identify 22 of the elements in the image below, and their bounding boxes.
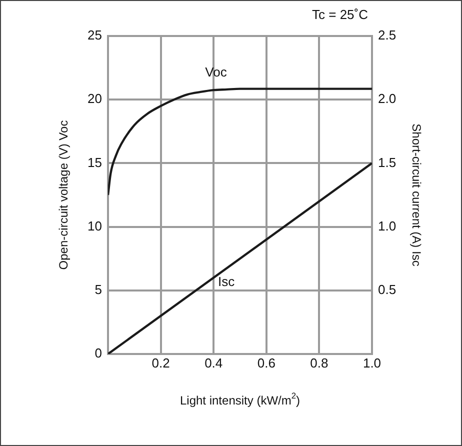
y-tick-label: 5 xyxy=(94,282,102,297)
y-tick-label: 10 xyxy=(88,218,102,234)
y-axis-title: Open-circuit voltage (V) Voc xyxy=(56,120,70,270)
x-tick-label: 1.0 xyxy=(362,355,382,370)
x-tick-label: 0.6 xyxy=(257,355,276,370)
text: Tc = 25˚C xyxy=(312,7,368,22)
line-series xyxy=(108,88,372,196)
y-tick-label: 0 xyxy=(94,346,102,361)
y2-tick-label: 1.5 xyxy=(378,154,396,170)
x-tick-label: 0.8 xyxy=(310,355,328,370)
y2-tick-label: 2.5 xyxy=(378,28,396,43)
y-tick-label: 15 xyxy=(88,154,102,170)
y2-tick-label: 1.0 xyxy=(378,218,396,234)
series-label: Isc xyxy=(218,274,236,290)
x-tick-label: 0.2 xyxy=(152,355,170,370)
y2-tick-label: 0.5 xyxy=(378,282,396,297)
y-tick-label: 20 xyxy=(88,91,102,106)
y2-axis-title: Short-circuit current (A) Isc xyxy=(410,124,424,266)
x-tick-label: 0.4 xyxy=(204,355,223,370)
series-label: Voc xyxy=(205,64,228,80)
y2-tick-label: 2.0 xyxy=(378,91,396,106)
y-tick-label: 25 xyxy=(88,28,102,43)
